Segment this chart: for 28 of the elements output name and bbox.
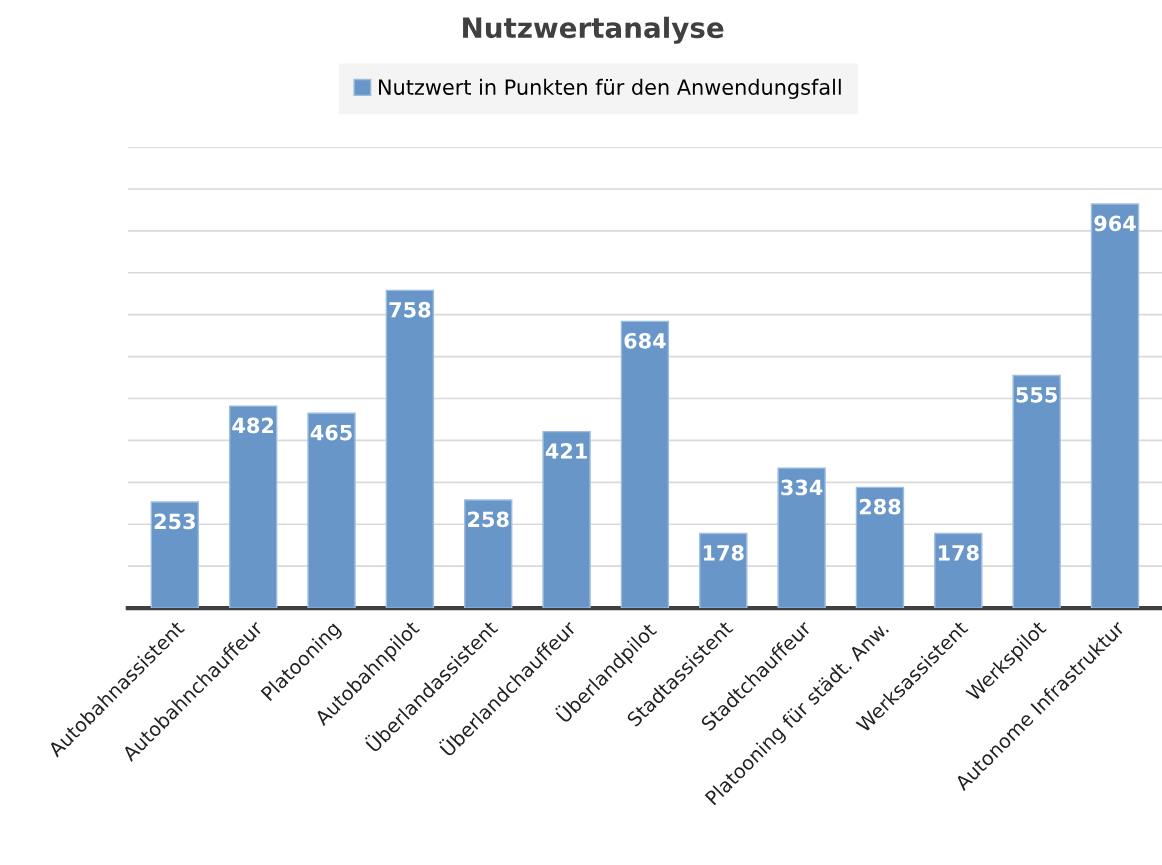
data-label: 555	[1016, 387, 1057, 403]
data-label: 178	[703, 544, 744, 561]
chart-title: Nutzwertanalyse	[463, 16, 724, 44]
data-label: 178	[938, 544, 979, 561]
data-label: 421	[545, 443, 587, 459]
data-label: 964	[1094, 215, 1136, 232]
data-label: 482	[232, 417, 274, 434]
data-label: 684	[624, 332, 666, 349]
bar	[464, 499, 513, 609]
bar	[1012, 374, 1061, 609]
bar	[620, 320, 670, 609]
legend-label: Nutzwert in Punkten für den Anwendungsfall	[379, 78, 841, 99]
bar	[542, 430, 591, 609]
data-label: 334	[781, 479, 823, 496]
bar	[699, 532, 748, 609]
bar	[855, 486, 905, 609]
bar	[934, 532, 983, 609]
bar	[777, 467, 826, 609]
bar	[150, 501, 200, 609]
bar	[385, 289, 435, 609]
bar	[1090, 203, 1140, 609]
data-label: 253	[154, 513, 195, 530]
data-label: 465	[310, 424, 352, 441]
data-label: 288	[859, 498, 901, 515]
data-label: 758	[389, 301, 431, 318]
data-label: 258	[468, 511, 509, 528]
bar	[307, 412, 356, 609]
bar	[228, 405, 278, 609]
